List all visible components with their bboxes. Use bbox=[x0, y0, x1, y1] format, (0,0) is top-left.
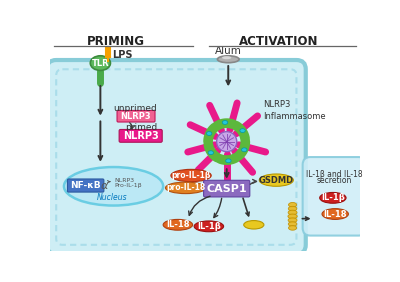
FancyBboxPatch shape bbox=[303, 157, 366, 235]
Ellipse shape bbox=[320, 192, 346, 203]
Ellipse shape bbox=[288, 210, 297, 215]
Text: ACTIVATION: ACTIVATION bbox=[239, 35, 318, 48]
Text: Alum: Alum bbox=[215, 46, 242, 56]
FancyBboxPatch shape bbox=[204, 180, 250, 197]
Text: NLRP3: NLRP3 bbox=[123, 131, 158, 141]
Text: secretion: secretion bbox=[317, 177, 352, 185]
Text: PRIMING: PRIMING bbox=[87, 35, 145, 48]
Text: TLR: TLR bbox=[92, 59, 109, 68]
Text: NF-κB: NF-κB bbox=[70, 181, 101, 190]
Text: IL-18: IL-18 bbox=[324, 210, 347, 219]
Ellipse shape bbox=[288, 206, 297, 211]
Text: α: α bbox=[100, 180, 108, 191]
FancyBboxPatch shape bbox=[117, 111, 155, 122]
Ellipse shape bbox=[244, 221, 264, 229]
Ellipse shape bbox=[206, 132, 212, 135]
Text: IL-18: IL-18 bbox=[166, 220, 190, 229]
Ellipse shape bbox=[259, 174, 293, 186]
Text: pro-IL-18: pro-IL-18 bbox=[166, 183, 205, 192]
Text: Pro-IL-1β: Pro-IL-1β bbox=[114, 183, 142, 188]
Ellipse shape bbox=[163, 219, 193, 230]
Text: IL-1β and IL-18: IL-1β and IL-18 bbox=[306, 170, 363, 179]
Text: Nucleus: Nucleus bbox=[97, 193, 127, 202]
Ellipse shape bbox=[208, 151, 214, 155]
Ellipse shape bbox=[242, 148, 247, 152]
Ellipse shape bbox=[194, 221, 224, 232]
Ellipse shape bbox=[288, 214, 297, 219]
Text: unprimed: unprimed bbox=[113, 104, 157, 113]
Ellipse shape bbox=[166, 182, 206, 194]
FancyBboxPatch shape bbox=[119, 129, 162, 142]
Text: GSDMD: GSDMD bbox=[259, 176, 294, 185]
Ellipse shape bbox=[222, 120, 228, 124]
Text: IL-1β: IL-1β bbox=[197, 222, 221, 231]
Text: NLRP3: NLRP3 bbox=[121, 112, 151, 121]
FancyBboxPatch shape bbox=[47, 60, 306, 254]
Ellipse shape bbox=[288, 226, 297, 230]
Text: NLRP3: NLRP3 bbox=[114, 179, 134, 183]
Ellipse shape bbox=[322, 209, 348, 219]
Ellipse shape bbox=[288, 218, 297, 222]
Ellipse shape bbox=[288, 222, 297, 226]
Ellipse shape bbox=[90, 56, 110, 70]
Text: NLRP3
Inflammasome: NLRP3 Inflammasome bbox=[263, 100, 326, 121]
Text: CASP1: CASP1 bbox=[206, 184, 247, 194]
Ellipse shape bbox=[217, 132, 237, 152]
Ellipse shape bbox=[240, 129, 245, 133]
Ellipse shape bbox=[288, 202, 297, 207]
FancyBboxPatch shape bbox=[68, 179, 104, 192]
Ellipse shape bbox=[218, 56, 239, 63]
Text: IL-1β: IL-1β bbox=[321, 193, 345, 202]
Text: primed: primed bbox=[125, 123, 158, 132]
Ellipse shape bbox=[171, 169, 211, 182]
Text: LPS: LPS bbox=[112, 50, 132, 60]
Ellipse shape bbox=[226, 159, 231, 163]
Ellipse shape bbox=[64, 167, 163, 206]
Ellipse shape bbox=[222, 56, 231, 59]
Text: pro-IL-1β: pro-IL-1β bbox=[171, 171, 211, 180]
